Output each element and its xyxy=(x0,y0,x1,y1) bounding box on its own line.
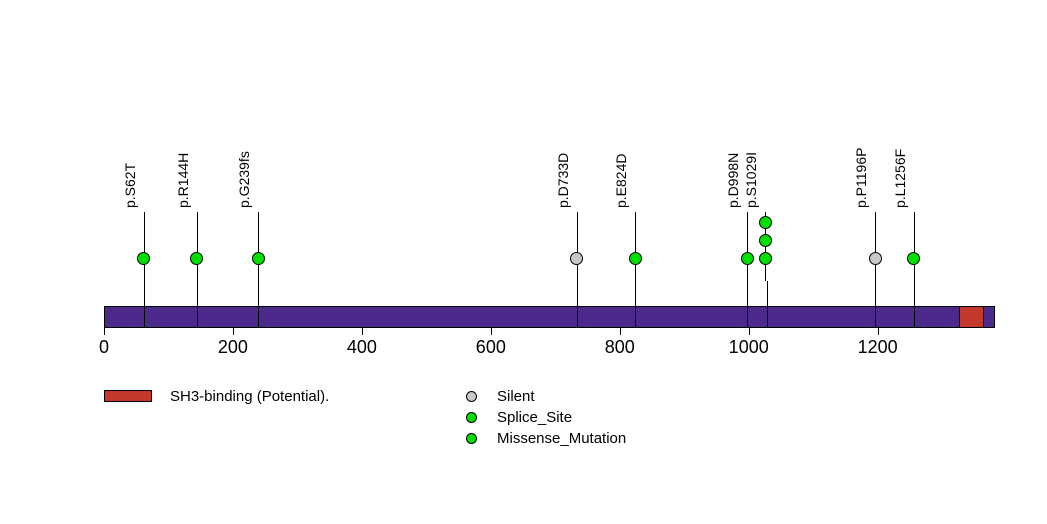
mutation-type-legend-label: Silent xyxy=(497,388,535,405)
mutation-label: p.S1029I xyxy=(743,151,760,208)
mutation-marker xyxy=(907,251,921,265)
mutation-label: p.E824D xyxy=(613,153,630,208)
axis-tick-label: 800 xyxy=(604,337,635,357)
legend-circle-icon xyxy=(466,412,477,423)
mutation-label: p.S62T xyxy=(121,162,138,208)
mutation-stem xyxy=(875,212,877,328)
mutation-type-legend-label: Splice_Site xyxy=(497,409,573,426)
axis-tick xyxy=(619,328,621,335)
protein-domain-sh3-binding xyxy=(958,306,985,328)
mutation-stem xyxy=(143,212,145,328)
domain-legend-label: SH3-binding (Potential). xyxy=(170,388,330,405)
mutation-label: p.L1256F xyxy=(891,148,908,208)
axis-tick-label: 600 xyxy=(475,337,506,357)
legend-circle-icon xyxy=(466,433,477,444)
mutation-label: p.D998N xyxy=(725,152,742,208)
mutation-label: p.R144H xyxy=(174,152,191,208)
axis-tick xyxy=(232,328,234,335)
mutation-marker xyxy=(251,251,265,265)
mutation-marker xyxy=(758,251,772,265)
domain-legend-swatch xyxy=(104,390,152,402)
mutation-marker xyxy=(570,251,584,265)
mutation-label: p.G239fs xyxy=(236,151,253,208)
mutation-stem xyxy=(196,212,198,328)
mutation-marker xyxy=(758,233,772,247)
mutation-marker xyxy=(628,251,642,265)
mutation-marker xyxy=(740,251,754,265)
axis-tick xyxy=(361,328,363,335)
axis-tick xyxy=(490,328,492,335)
mutation-type-legend-item: Silent xyxy=(466,388,535,405)
mutation-stem xyxy=(258,212,260,328)
mutation-stem xyxy=(747,212,749,328)
mutation-marker xyxy=(868,251,882,265)
mutation-label: p.D733D xyxy=(554,152,571,208)
axis-tick-label: 200 xyxy=(217,337,248,357)
legend-circle-icon xyxy=(466,391,477,402)
axis-tick xyxy=(104,328,105,335)
axis-tick xyxy=(748,328,750,335)
axis-tick-label: 0 xyxy=(98,337,110,357)
axis-tick xyxy=(877,328,879,335)
mutation-type-legend-item: Splice_Site xyxy=(466,409,573,426)
mutation-marker xyxy=(758,215,772,229)
axis-tick-label: 1200 xyxy=(857,337,898,357)
mutation-type-legend-item: Missense_Mutation xyxy=(466,430,627,447)
axis-tick-label: 1000 xyxy=(728,337,769,357)
mutation-stem xyxy=(576,212,578,328)
mutation-type-legend-label: Missense_Mutation xyxy=(497,430,627,447)
mutation-stem xyxy=(635,212,637,328)
mutation-marker xyxy=(137,251,151,265)
protein-backbone xyxy=(104,306,995,328)
mutation-stem xyxy=(913,212,915,328)
mutation-marker xyxy=(190,251,204,265)
mutation-stem xyxy=(765,212,767,281)
axis-tick-label: 400 xyxy=(346,337,377,357)
mutation-stem xyxy=(767,281,769,328)
mutation-label: p.P1196P xyxy=(853,147,870,208)
